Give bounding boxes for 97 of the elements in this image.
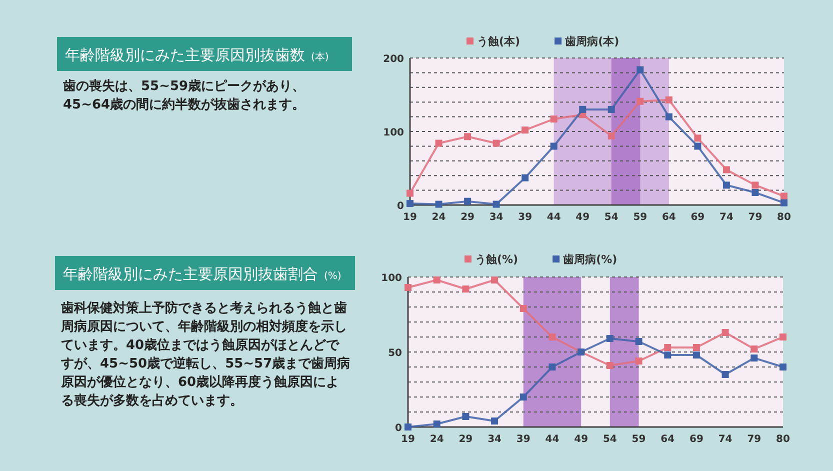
point: [635, 338, 642, 345]
x-tick-label: 69: [690, 434, 704, 445]
point: [462, 413, 470, 420]
point: [636, 66, 644, 74]
point: [722, 182, 730, 189]
y-tick-label: 100: [383, 128, 404, 138]
x-tick-label: 74: [720, 212, 734, 223]
point: [522, 174, 529, 182]
point: [692, 352, 700, 358]
text: 歯科保健対策上予防できると考えられるう蝕と歯周病原因について、年齢階級別の相対頻度を示しています。40歳位まではう蝕原因がほとんどですが、45~50歳で逆転し、55~57歳まで歯周病原因が優位となり、60歳以降再度う蝕原因による喪失が多数を占めています。: [60, 300, 350, 408]
x-tick-label: 49: [576, 212, 590, 223]
point: [550, 116, 558, 123]
text: 年齢階級別にみた主要原因別抜歯数: [65, 46, 305, 64]
legend-label: 歯周病(%): [562, 253, 618, 266]
legend-label: う蝕(%): [475, 253, 518, 266]
point: [606, 362, 614, 369]
x-tick-label: 39: [516, 434, 530, 445]
x-tick-label: 29: [460, 212, 475, 223]
y-tick-label: 100: [381, 273, 402, 284]
x-tick-label: 64: [660, 434, 675, 445]
x-tick-label: 79: [747, 434, 762, 445]
x-tick-label: 54: [602, 434, 617, 445]
y-tick-label: 0: [397, 201, 404, 212]
x-tick-label: 19: [401, 434, 415, 445]
chart-subtitle: (%): [324, 271, 342, 282]
point: [750, 346, 758, 352]
point: [752, 182, 759, 189]
point: [522, 126, 529, 134]
x-tick-label: 49: [574, 434, 588, 445]
point: [550, 142, 558, 150]
point: [750, 354, 758, 362]
point: [780, 199, 788, 206]
point: [636, 98, 644, 105]
point: [665, 113, 672, 120]
point: [722, 329, 729, 336]
x-tick-label: 69: [690, 212, 705, 223]
point: [435, 140, 442, 147]
point: [433, 276, 440, 284]
point: [722, 371, 729, 378]
x-tick-label: 29: [458, 434, 473, 445]
legend-label: 歯周病(本): [564, 35, 620, 48]
text: 年齢階級別にみた主要原因別抜歯割合: [63, 265, 318, 283]
point: [406, 200, 414, 208]
point: [404, 284, 412, 291]
text: 歯の喪失は、55~59歳にピークがあり、45~64歳の間に約半数が抜歯されます。: [62, 79, 306, 112]
y-tick-label: 0: [395, 423, 402, 434]
point: [694, 142, 702, 150]
x-tick-label: 64: [662, 212, 676, 223]
point: [520, 305, 527, 312]
x-tick-label: 24: [430, 434, 444, 445]
x-tick-label: 54: [604, 212, 618, 223]
point: [406, 190, 414, 197]
point: [606, 335, 614, 342]
x-tick-label: 44: [545, 434, 560, 445]
point: [722, 166, 730, 174]
point: [491, 418, 498, 424]
point: [435, 200, 442, 208]
point: [692, 344, 700, 351]
x-tick-label: 44: [546, 212, 561, 223]
point: [694, 134, 702, 142]
y-tick-label: 50: [388, 348, 402, 359]
x-tick-label: 59: [633, 212, 648, 223]
point: [780, 334, 786, 340]
point: [579, 106, 586, 113]
x-tick-label: 34: [488, 434, 502, 445]
x-tick-label: 39: [518, 212, 532, 223]
x-tick-label: 24: [432, 212, 446, 223]
x-tick-label: 79: [748, 212, 762, 223]
x-tick-label: 80: [776, 434, 790, 445]
point: [464, 198, 472, 205]
x-tick-label: 74: [718, 434, 732, 445]
legend-label: う蝕(本): [477, 35, 520, 48]
point: [492, 200, 500, 208]
point: [780, 192, 788, 200]
point: [664, 352, 672, 358]
point: [492, 140, 500, 147]
point: [520, 394, 527, 400]
point: [608, 106, 615, 113]
point: [548, 334, 556, 340]
point: [780, 364, 786, 370]
text: (本): [311, 51, 329, 63]
point: [433, 420, 440, 428]
point: [608, 132, 615, 140]
x-tick-label: 19: [403, 212, 417, 223]
x-tick-label: 34: [489, 212, 504, 223]
x-tick-label: 80: [777, 212, 791, 223]
point: [665, 96, 672, 104]
point: [752, 189, 759, 196]
x-tick-label: 59: [632, 434, 646, 445]
y-tick-label: 200: [383, 54, 404, 65]
point: [548, 364, 556, 370]
point: [635, 358, 642, 364]
point: [404, 424, 412, 430]
point: [491, 276, 498, 284]
point: [664, 344, 672, 351]
point: [464, 133, 472, 140]
point: [462, 286, 470, 292]
